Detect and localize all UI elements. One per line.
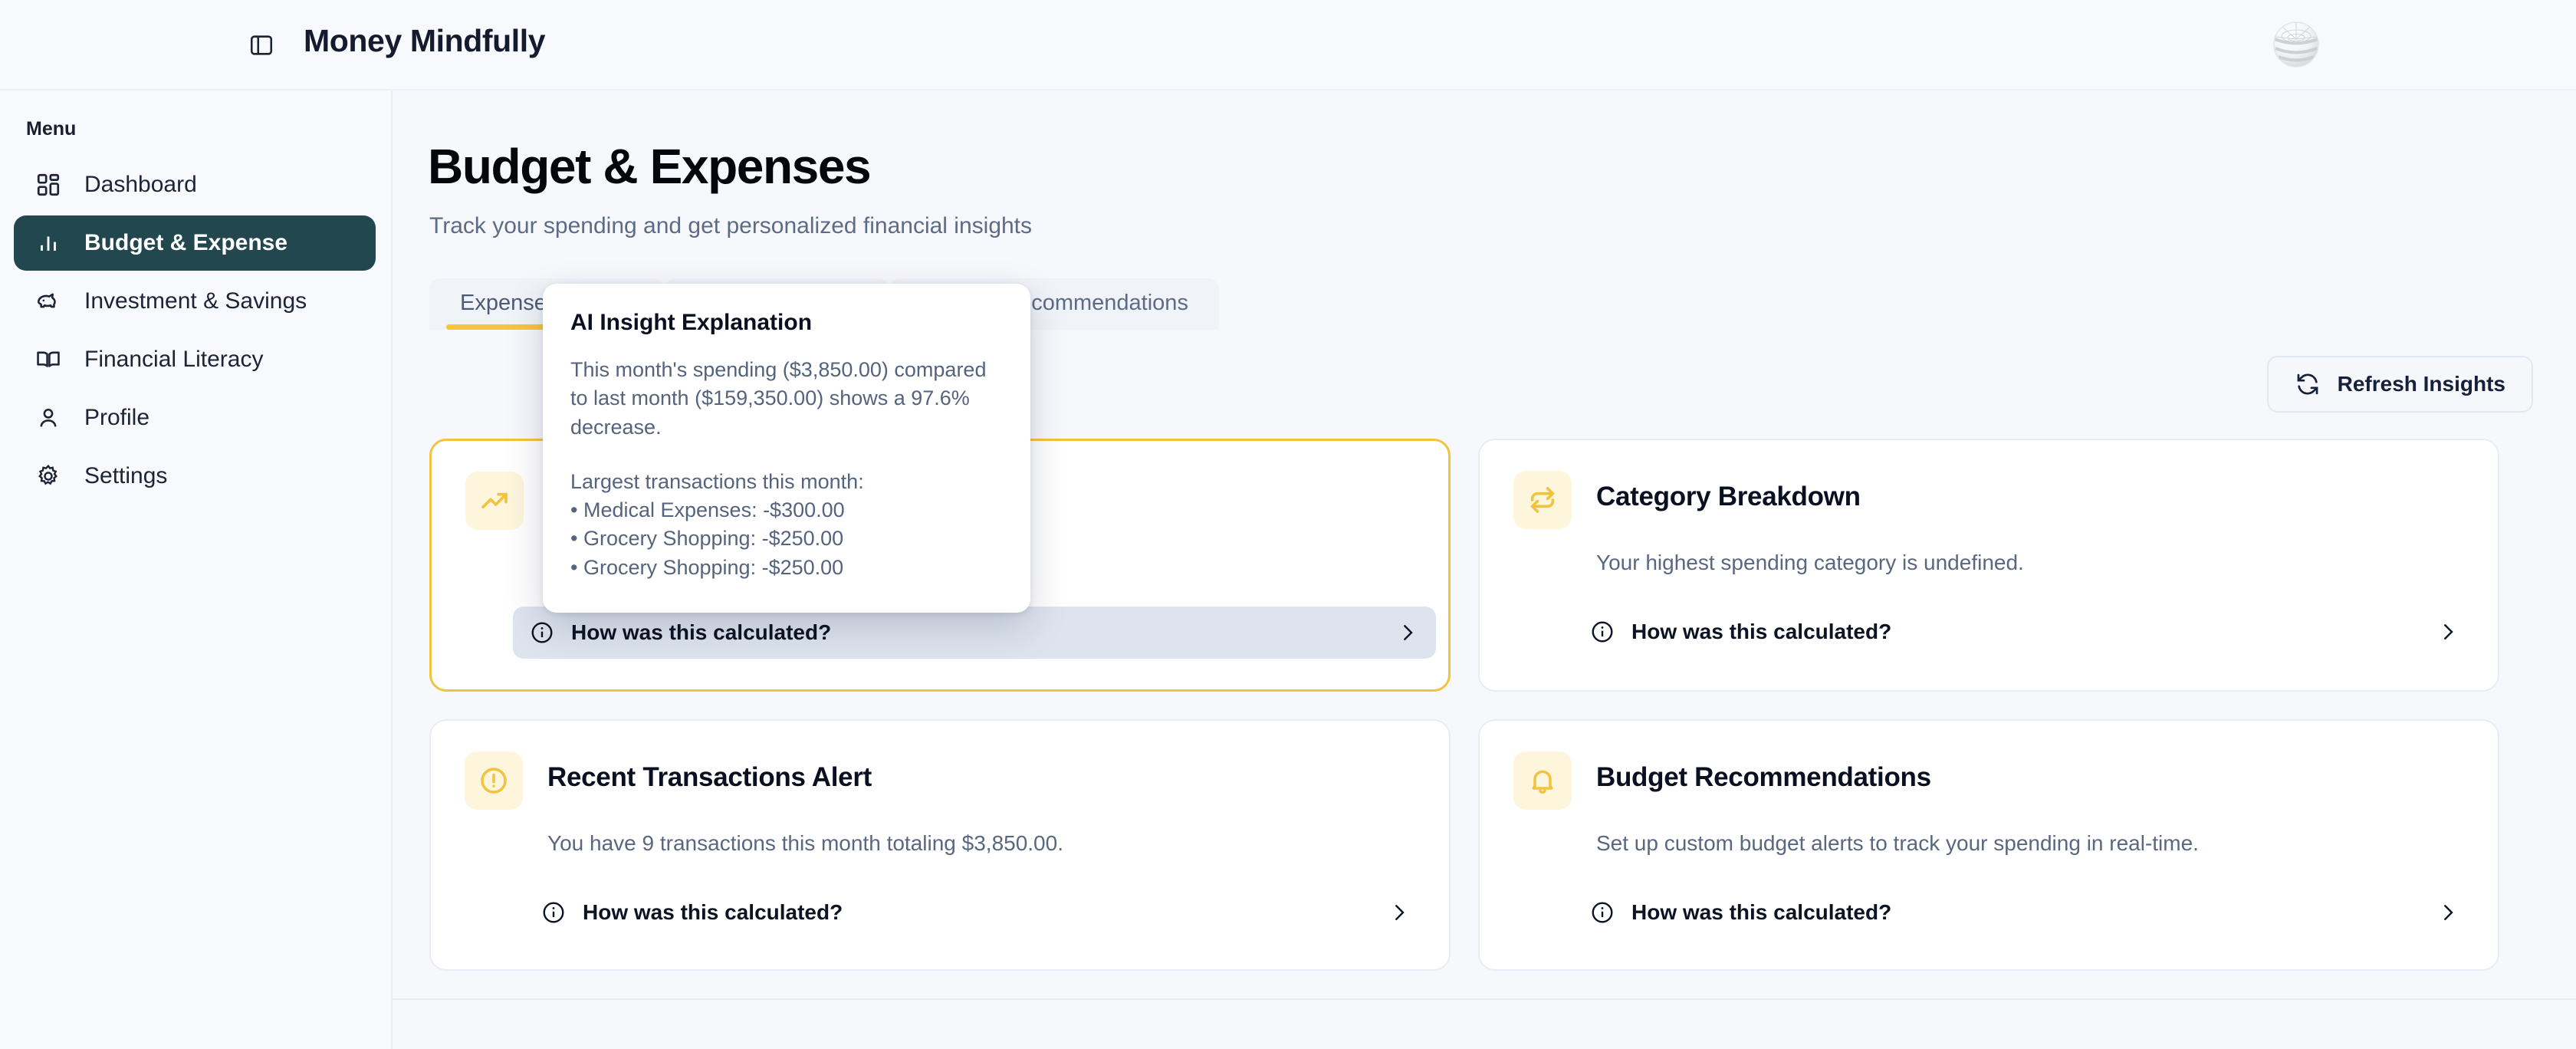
sidebar-item-label: Settings — [84, 463, 168, 488]
calc-label: How was this calculated? — [1631, 900, 1892, 924]
sidebar-item-label: Dashboard — [84, 172, 197, 197]
page-title: Budget & Expenses — [428, 139, 872, 194]
chevron-right-icon — [1396, 621, 1419, 644]
calc-label: How was this calculated? — [1631, 620, 1892, 643]
sidebar-item-financial-literacy[interactable]: Financial Literacy — [14, 332, 376, 387]
how-was-this-calculated-row[interactable]: How was this calculated? — [524, 886, 1428, 939]
insight-card-recent-transactions-alert[interactable]: Recent Transactions Alert You have 9 tra… — [429, 719, 1451, 971]
how-was-this-calculated-row[interactable]: How was this calculated? — [1573, 886, 2476, 939]
popover-list-item: • Grocery Shopping: -$250.00 — [570, 527, 844, 551]
calc-label: How was this calculated? — [571, 620, 832, 644]
app-title: Money Mindfully — [304, 23, 546, 58]
info-icon — [1590, 620, 1615, 644]
insight-card-category-breakdown[interactable]: Category Breakdown Your highest spending… — [1478, 439, 2499, 692]
insight-cards-grid: Spending Trend Your spending this month … — [429, 439, 2499, 971]
card-description: You have 9 transactions this month total… — [547, 831, 1063, 855]
card-title: Category Breakdown — [1596, 482, 1861, 511]
piggy-bank-icon — [34, 287, 63, 316]
calc-left-group: How was this calculated? — [1590, 900, 1891, 925]
calc-left-group: How was this calculated? — [530, 620, 831, 645]
sidebar-item-label: Profile — [84, 405, 150, 430]
alert-circle-icon — [465, 751, 523, 810]
popover-paragraph: This month's spending ($3,850.00) compar… — [570, 358, 992, 439]
popover-title: AI Insight Explanation — [570, 310, 813, 335]
page-subtitle: Track your spending and get personalized… — [429, 213, 1033, 238]
sidebar-item-budget-expense[interactable]: Budget & Expense — [14, 215, 376, 271]
info-icon — [530, 620, 554, 645]
calc-left-group: How was this calculated? — [541, 900, 843, 925]
gear-icon — [34, 462, 63, 491]
ai-insight-explanation-popover: AI Insight Explanation This month's spen… — [543, 284, 1030, 613]
bar-chart-icon — [34, 229, 63, 258]
sidebar-item-settings[interactable]: Settings — [14, 449, 376, 504]
main-content: Budget & Expenses Track your spending an… — [393, 90, 2576, 1049]
sidebar-item-profile[interactable]: Profile — [14, 390, 376, 446]
refresh-insights-label: Refresh Insights — [2337, 372, 2505, 396]
card-header: Budget Recommendations — [1513, 751, 2464, 810]
insight-card-budget-recommendations[interactable]: Budget Recommendations Set up custom bud… — [1478, 719, 2499, 971]
repeat-icon — [1513, 471, 1572, 529]
top-bar: Money Mindfully — [0, 0, 2576, 90]
how-was-this-calculated-row[interactable]: How was this calculated? — [1573, 606, 2476, 658]
card-description: Your highest spending category is undefi… — [1596, 551, 2024, 574]
chevron-right-icon — [2436, 620, 2459, 643]
content-divider — [393, 998, 2576, 1000]
grid-icon — [34, 170, 63, 199]
card-header: Category Breakdown — [1513, 471, 2464, 529]
sidebar-item-dashboard[interactable]: Dashboard — [14, 157, 376, 212]
chevron-right-icon — [1388, 901, 1411, 924]
info-icon — [1590, 900, 1615, 925]
user-icon — [34, 403, 63, 432]
globe-logo-icon[interactable] — [2266, 14, 2327, 75]
popover-list-heading: Largest transactions this month: — [570, 469, 864, 493]
sidebar-item-label: Budget & Expense — [84, 230, 288, 255]
book-open-icon — [34, 345, 63, 374]
popover-list-item: • Grocery Shopping: -$250.00 — [570, 555, 844, 579]
how-was-this-calculated-row[interactable]: How was this calculated? — [513, 607, 1436, 659]
bell-icon — [1513, 751, 1572, 810]
sidebar: Menu Dashboard Budget & Expens — [0, 90, 393, 1049]
card-title: Budget Recommendations — [1596, 762, 1931, 792]
sidebar-item-label: Financial Literacy — [84, 347, 264, 372]
trending-up-icon — [465, 472, 524, 530]
refresh-insights-button[interactable]: Refresh Insights — [2266, 356, 2533, 413]
card-description: Set up custom budget alerts to track you… — [1596, 831, 2199, 855]
card-title: Recent Transactions Alert — [547, 762, 872, 792]
chevron-right-icon — [2436, 901, 2459, 924]
popover-spacer — [570, 442, 1003, 468]
info-icon — [541, 900, 566, 925]
sidebar-item-label: Investment & Savings — [84, 288, 307, 314]
refresh-icon — [2295, 371, 2321, 397]
card-header: Recent Transactions Alert — [465, 751, 1415, 810]
calc-label: How was this calculated? — [583, 900, 843, 924]
popover-list-item: • Medical Expenses: -$300.00 — [570, 498, 845, 521]
sidebar-section-label: Menu — [26, 118, 77, 140]
sidebar-item-investment-savings[interactable]: Investment & Savings — [14, 274, 376, 329]
toolbar: Refresh Insights — [417, 356, 2533, 413]
calc-left-group: How was this calculated? — [1590, 620, 1891, 644]
panel-left-icon[interactable] — [244, 28, 279, 63]
